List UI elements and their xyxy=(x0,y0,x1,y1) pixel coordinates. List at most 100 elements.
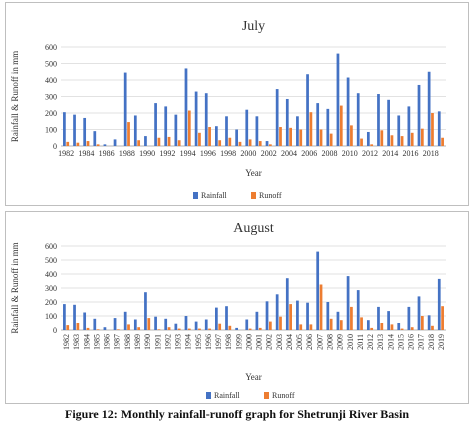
legend-label-runoff: Runoff xyxy=(259,191,282,200)
bar-rainfall-1997 xyxy=(215,126,218,146)
bar-runoff-2009 xyxy=(339,320,343,330)
chart-panel-july: July 0 100 200 300 400 500 600 1982 1984 1986 1988 1… xyxy=(5,2,469,206)
x-tick-label: 2004 xyxy=(285,334,294,350)
bar-runoff-2015 xyxy=(400,328,404,330)
bar-runoff-1992 xyxy=(167,327,171,330)
bar-runoff-2011 xyxy=(360,317,363,330)
bar-runoff-1994 xyxy=(187,110,191,146)
x-tick-label: 2013 xyxy=(376,334,385,350)
bar-runoff-2008 xyxy=(329,318,333,330)
bar-runoff-1993 xyxy=(177,140,181,146)
bar-rainfall-1988 xyxy=(123,72,127,146)
bar-rainfall-1995 xyxy=(194,321,198,330)
bar-runoff-2001 xyxy=(258,141,262,146)
y-tick-label: 100 xyxy=(45,312,57,321)
bar-runoff-1984 xyxy=(86,141,90,146)
bar-rainfall-2008 xyxy=(326,108,330,146)
bar-runoff-2011 xyxy=(360,138,363,146)
legend-swatch-runoff xyxy=(251,192,256,199)
bar-runoff-2004 xyxy=(289,127,292,146)
y-tick-label: 500 xyxy=(45,60,57,69)
bar-runoff-2007 xyxy=(319,284,323,330)
y-tick-label: 0 xyxy=(53,142,57,151)
bar-runoff-1993 xyxy=(177,328,181,330)
bar-rainfall-1982 xyxy=(63,112,66,146)
bar-rainfall-1990 xyxy=(144,136,147,146)
x-tick-label: 1982 xyxy=(58,149,74,158)
y-tick-label: 300 xyxy=(45,93,57,102)
x-tick-label: 1995 xyxy=(194,334,203,350)
bar-runoff-2002 xyxy=(268,321,272,330)
bar-rainfall-2019 xyxy=(437,111,441,146)
y-tick-label: 0 xyxy=(53,326,57,335)
x-tick-label: 1998 xyxy=(220,149,236,158)
bar-rainfall-2006 xyxy=(306,74,309,146)
bar-rainfall-1984 xyxy=(83,312,87,330)
bar-runoff-1996 xyxy=(208,127,211,146)
bar-rainfall-2013 xyxy=(377,94,380,146)
x-tick-label: 2011 xyxy=(356,334,365,350)
bar-rainfall-2004 xyxy=(285,278,289,330)
bar-rainfall-1993 xyxy=(174,114,178,146)
bar-runoff-1983 xyxy=(76,142,80,146)
x-tick-label: 1984 xyxy=(78,149,94,158)
bar-rainfall-2000 xyxy=(245,319,249,330)
bar-runoff-1996 xyxy=(208,328,211,330)
chart-title: August xyxy=(233,221,274,236)
bar-rainfall-2017 xyxy=(417,296,421,330)
bar-rainfall-1988 xyxy=(123,311,127,330)
bar-rainfall-1992 xyxy=(164,106,168,146)
bar-rainfall-1998 xyxy=(225,116,228,146)
x-tick-label: 1991 xyxy=(153,334,162,350)
x-tick-label: 2012 xyxy=(362,149,378,158)
x-tick-label: 1983 xyxy=(72,334,81,350)
y-tick-label: 200 xyxy=(45,109,57,118)
bar-rainfall-2008 xyxy=(326,302,330,330)
bar-rainfall-2009 xyxy=(336,311,340,330)
bar-rainfall-1986 xyxy=(103,327,107,330)
bar-rainfall-2014 xyxy=(387,99,390,146)
bar-rainfall-2015 xyxy=(397,323,401,330)
bar-rainfall-2003 xyxy=(275,89,279,146)
bar-runoff-2004 xyxy=(289,304,292,330)
bar-runoff-2006 xyxy=(309,324,313,330)
bar-rainfall-1998 xyxy=(225,306,228,330)
bar-runoff-2007 xyxy=(319,129,323,146)
bar-runoff-2006 xyxy=(309,112,313,146)
x-tick-label: 1994 xyxy=(180,149,196,158)
bar-rainfall-1995 xyxy=(194,91,198,146)
bar-rainfall-2012 xyxy=(366,320,370,330)
x-tick-label: 2008 xyxy=(321,149,337,158)
x-tick-label: 2019 xyxy=(437,334,446,350)
bar-rainfall-1993 xyxy=(174,323,178,330)
legend-label-rainfall: Rainfall xyxy=(201,191,228,200)
bar-runoff-1989 xyxy=(137,140,141,146)
x-tick-label: 2014 xyxy=(382,149,398,158)
rainfall-runoff-chart-july: July 0 100 200 300 400 500 600 1982 1984 1986 1988 1… xyxy=(10,19,446,200)
bar-runoff-1995 xyxy=(198,328,201,330)
bar-runoff-1985 xyxy=(96,144,100,146)
x-tick-label: 1985 xyxy=(92,334,101,350)
x-tick-label: 1982 xyxy=(62,334,71,350)
bar-rainfall-1994 xyxy=(184,68,188,146)
bar-rainfall-2016 xyxy=(407,306,411,330)
x-tick-label: 2007 xyxy=(315,334,324,350)
legend-swatch-runoff xyxy=(264,392,269,399)
bar-runoff-2013 xyxy=(380,130,384,146)
bar-rainfall-2009 xyxy=(336,53,340,146)
y-axis-title: Rainfall & Runoff in mm xyxy=(10,51,20,142)
bar-rainfall-2016 xyxy=(407,106,411,146)
bar-rainfall-1991 xyxy=(154,316,157,330)
chart-title: July xyxy=(242,19,265,34)
bar-runoff-1988 xyxy=(127,324,130,330)
bar-rainfall-1991 xyxy=(154,103,157,146)
bar-runoff-2010 xyxy=(350,306,353,330)
x-tick-label: 2014 xyxy=(386,334,395,350)
bar-rainfall-2017 xyxy=(417,84,421,146)
x-tick-label: 1989 xyxy=(133,334,142,350)
x-tick-label: 1994 xyxy=(184,334,193,350)
legend-label-runoff: Runoff xyxy=(272,391,295,400)
bar-runoff-1983 xyxy=(76,323,80,330)
bar-rainfall-1985 xyxy=(93,318,97,330)
bar-rainfall-1982 xyxy=(63,304,66,330)
